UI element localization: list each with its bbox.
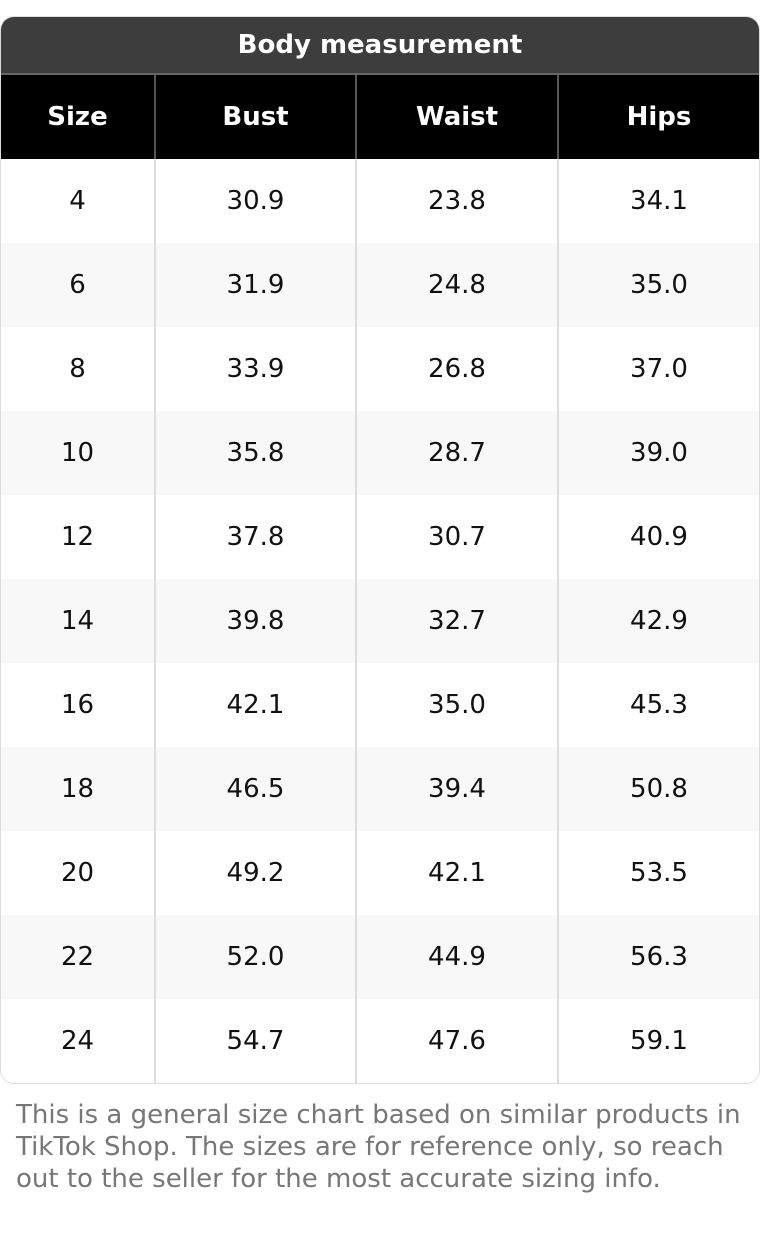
cell-size: 16 <box>60 690 95 720</box>
cell-waist: 39.4 <box>355 747 558 831</box>
cell-waist: 26.8 <box>355 327 558 411</box>
header-size: Size <box>1 75 155 159</box>
cell-hips: 45.3 <box>557 663 759 747</box>
cell-size: 24 <box>60 1026 95 1056</box>
table-row: 4 30.9 23.8 34.1 <box>1 159 759 243</box>
cell-hips: 59.1 <box>557 999 759 1083</box>
table-row: 10 35.8 28.7 39.0 <box>1 411 759 495</box>
cell-waist: 32.7 <box>355 579 558 663</box>
table-row: 16 42.1 35.0 45.3 <box>1 663 759 747</box>
cell-size: 10 <box>1 411 155 495</box>
table-row: 8 33.9 26.8 37.0 <box>1 327 759 411</box>
cell-size: 22 <box>1 915 155 999</box>
cell-bust: 52.0 <box>154 915 356 999</box>
cell-bust: 30.9 <box>154 159 356 243</box>
cell-hips: 42.9 <box>557 579 759 663</box>
table-row: 20 49.2 42.1 53.5 <box>1 831 759 915</box>
table-row: 14 39.8 32.7 42.9 <box>1 579 759 663</box>
cell-size: 18 <box>1 747 155 831</box>
cell-waist: 23.8 <box>355 159 558 243</box>
cell-hips: 50.8 <box>557 747 759 831</box>
table-row: 6 31.9 24.8 35.0 <box>1 243 759 327</box>
size-chart-card: Body measurement Size Bust Waist Hips 4 3… <box>0 16 760 1084</box>
cell-hips: 39.0 <box>557 411 759 495</box>
cell-bust: 35.8 <box>154 411 356 495</box>
cell-size: 14 <box>1 579 155 663</box>
cell-waist: 47.6 <box>355 999 558 1083</box>
cell-waist: 28.7 <box>355 411 558 495</box>
cell-hips: 53.5 <box>557 831 759 915</box>
cell-bust: 42.1 <box>154 663 356 747</box>
cell-hips: 34.1 <box>557 159 759 243</box>
cell-waist: 42.1 <box>355 831 558 915</box>
cell-size: 4 <box>69 186 86 216</box>
table-row: 22 52.0 44.9 56.3 <box>1 915 759 999</box>
chart-title: Body measurement <box>1 17 759 75</box>
cell-waist: 30.7 <box>355 495 558 579</box>
header-bust: Bust <box>154 75 356 159</box>
cell-bust: 46.5 <box>154 747 356 831</box>
header-hips: Hips <box>557 75 759 159</box>
cell-waist: 24.8 <box>355 243 558 327</box>
header-row: Size Bust Waist Hips <box>1 75 759 159</box>
cell-bust: 31.9 <box>154 243 356 327</box>
cell-hips: 40.9 <box>557 495 759 579</box>
cell-bust: 54.7 <box>154 999 356 1083</box>
cell-hips: 56.3 <box>557 915 759 999</box>
cell-size: 12 <box>60 522 95 552</box>
cell-waist: 35.0 <box>355 663 558 747</box>
cell-size: 20 <box>60 858 95 888</box>
cell-bust: 49.2 <box>154 831 356 915</box>
cell-bust: 37.8 <box>154 495 356 579</box>
header-waist: Waist <box>355 75 558 159</box>
cell-hips: 37.0 <box>557 327 759 411</box>
cell-size: 6 <box>1 243 155 327</box>
table-row: 24 54.7 47.6 59.1 <box>1 999 759 1083</box>
cell-bust: 33.9 <box>154 327 356 411</box>
cell-waist: 44.9 <box>355 915 558 999</box>
cell-bust: 39.8 <box>154 579 356 663</box>
table-row: 12 37.8 30.7 40.9 <box>1 495 759 579</box>
cell-size: 8 <box>69 354 86 384</box>
disclaimer-note: This is a general size chart based on si… <box>16 1100 741 1194</box>
table-row: 18 46.5 39.4 50.8 <box>1 747 759 831</box>
size-table: Size Bust Waist Hips 4 30.9 23.8 34.1 6 31.9 2… <box>1 75 759 1083</box>
cell-hips: 35.0 <box>557 243 759 327</box>
